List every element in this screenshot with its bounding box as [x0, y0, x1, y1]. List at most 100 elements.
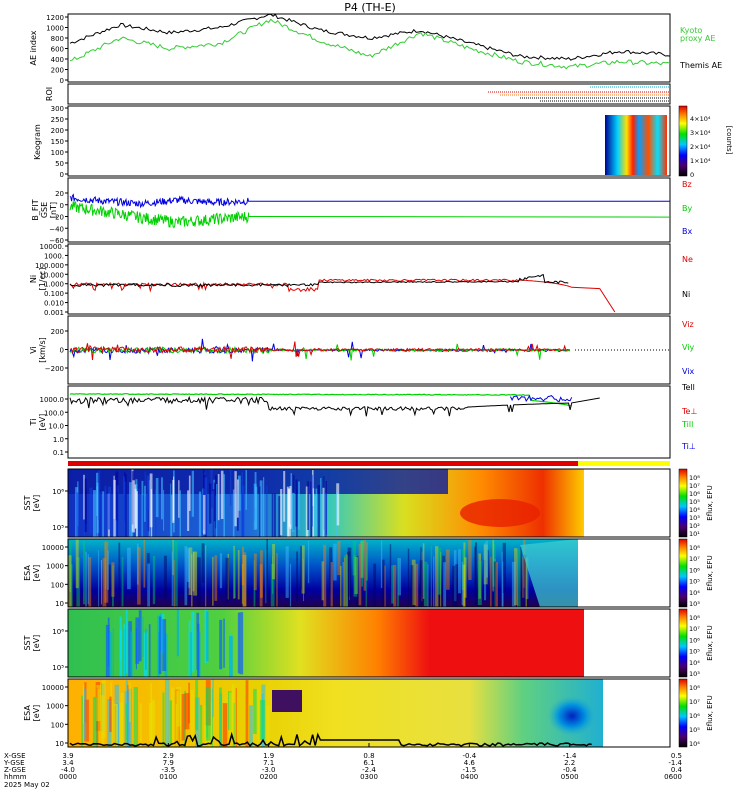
spectrogram-colorbar-tick-label: 10⁴	[689, 506, 700, 514]
legend-viy: Viy	[682, 343, 695, 352]
spectrogram-stripe	[273, 493, 276, 537]
spectrogram-stripe	[333, 543, 337, 581]
spectrogram-stripe	[494, 558, 496, 607]
spectrogram-stripe	[98, 470, 101, 520]
spectrogram-stripe	[347, 551, 351, 607]
density-tick-label: 0.100	[44, 290, 64, 298]
spectrogram-stripe	[329, 547, 333, 595]
spectrogram-stripe	[492, 543, 496, 587]
spectrogram-stripe	[162, 692, 165, 747]
spectrogram-stripe	[112, 565, 114, 607]
bfield-ylabel: B_FIT GSE [nT]	[31, 199, 58, 220]
spectrogram-stripe	[483, 559, 487, 602]
spectrogram-stripe	[365, 554, 367, 607]
sst2-frame	[67, 608, 671, 678]
spectrogram-stripe	[109, 696, 112, 732]
spectrogram-stripe	[173, 476, 175, 521]
spectrogram-stripe	[337, 540, 341, 576]
spectrogram-stripe	[101, 680, 106, 739]
spectrogram-stripe	[171, 551, 174, 606]
spectrogram-stripe	[259, 700, 265, 740]
roi-frame	[67, 83, 671, 105]
footer-cell: -4.0	[61, 766, 75, 774]
spectrogram-stripe	[323, 544, 327, 607]
spectrogram-stripe	[427, 564, 429, 607]
spectrogram-stripe	[75, 539, 79, 589]
spectrogram-colorbar-tick-label: 10¹	[689, 530, 700, 538]
spectrogram-stripe	[464, 557, 467, 598]
spectrogram-stripe	[495, 561, 498, 607]
spectrogram-stripe	[258, 689, 260, 747]
spectrogram-stripe	[151, 699, 155, 747]
legend-te-perp: Te⊥	[681, 407, 697, 416]
spectrogram-stripe	[219, 619, 223, 670]
spectrogram-stripe	[136, 543, 139, 585]
esa2-stripes	[81, 679, 270, 747]
spectrogram-tick-label: 10⁵	[52, 664, 64, 672]
spectrogram-stripe	[311, 474, 313, 527]
keogram-colorbar-tick-label: 2×10⁴	[690, 143, 711, 151]
spectrogram-stripe	[415, 563, 419, 607]
esa1-image	[68, 539, 578, 607]
spectrogram-stripe	[96, 486, 99, 537]
spectrogram-stripe	[235, 688, 237, 747]
density-tick-label: 10000.	[40, 243, 65, 251]
spectrogram-stripe	[163, 489, 165, 531]
keogram-tick-label: 150	[51, 138, 64, 146]
spectrogram-stripe	[391, 565, 395, 604]
spectrogram-stripe	[101, 559, 102, 605]
spectrogram-tick-label: 10	[55, 740, 64, 748]
keogram-colorbar-tick-label: 0	[690, 171, 694, 179]
spectrogram-stripe	[419, 560, 423, 607]
spectrogram-stripe	[119, 616, 122, 660]
footer-cell: 0100	[159, 773, 177, 781]
spectrogram-ylabel: SST	[23, 495, 32, 510]
spectrogram-stripe	[76, 557, 80, 607]
spectrogram-stripe	[119, 702, 124, 747]
spectrogram-stripe	[219, 687, 222, 747]
spectrogram-stripe	[108, 631, 112, 677]
legend-kyoto: Kyoto	[680, 26, 702, 35]
density-ylabel-line: Ni	[29, 275, 38, 283]
spectrogram-stripe	[307, 540, 310, 584]
spectrogram-stripe	[108, 564, 111, 602]
spectrogram-stripe	[336, 491, 338, 537]
spectrogram-stripe	[353, 555, 358, 597]
spectrogram-tick-label: 1000	[46, 563, 64, 571]
ae-tick-label: 1200	[46, 14, 64, 22]
spectrogram-stripe	[272, 544, 275, 580]
spectrogram-stripe	[145, 628, 147, 670]
spectrogram-stripe	[241, 564, 243, 604]
series-line-bx	[69, 193, 670, 209]
spectrogram-stripe	[241, 546, 245, 585]
footer-row-label: hhmm	[4, 773, 27, 781]
spectrogram-stripe	[298, 481, 300, 530]
spectrogram-stripe	[83, 474, 85, 520]
spectrogram-stripe	[233, 550, 236, 599]
keogram-image	[605, 115, 667, 175]
spectrogram-colorbar-tick-label: 10⁶	[689, 712, 700, 720]
bfield-y-ticks: 20 0 −20 −40 −60	[49, 190, 68, 245]
spectrogram-stripe	[305, 486, 309, 537]
spectrogram-stripe	[349, 556, 350, 600]
spectrogram-stripe	[149, 703, 153, 742]
spectrogram-stripe	[231, 684, 235, 745]
temperature-frame	[67, 385, 671, 459]
spectrogram-stripe	[98, 689, 100, 747]
spectrogram-stripe	[317, 485, 321, 537]
spectrogram-stripe	[477, 561, 482, 605]
series-line-tell	[69, 395, 600, 417]
spectrogram-stripe	[104, 485, 107, 532]
spectrogram-stripe	[212, 679, 214, 717]
spectrogram-stripe	[312, 488, 315, 537]
density-tick-label: 100.000	[35, 262, 64, 270]
legend-bz: Bz	[682, 180, 692, 189]
spectrogram-stripe	[397, 557, 399, 607]
spectrogram-ylabel: SST	[23, 635, 32, 650]
spectrogram-stripe	[129, 482, 132, 537]
footer-cell: -0.4	[462, 752, 476, 760]
footer-cell: 3.4	[62, 759, 74, 767]
spectrogram-stripe	[172, 539, 174, 576]
spectrogram-stripe	[237, 550, 240, 600]
